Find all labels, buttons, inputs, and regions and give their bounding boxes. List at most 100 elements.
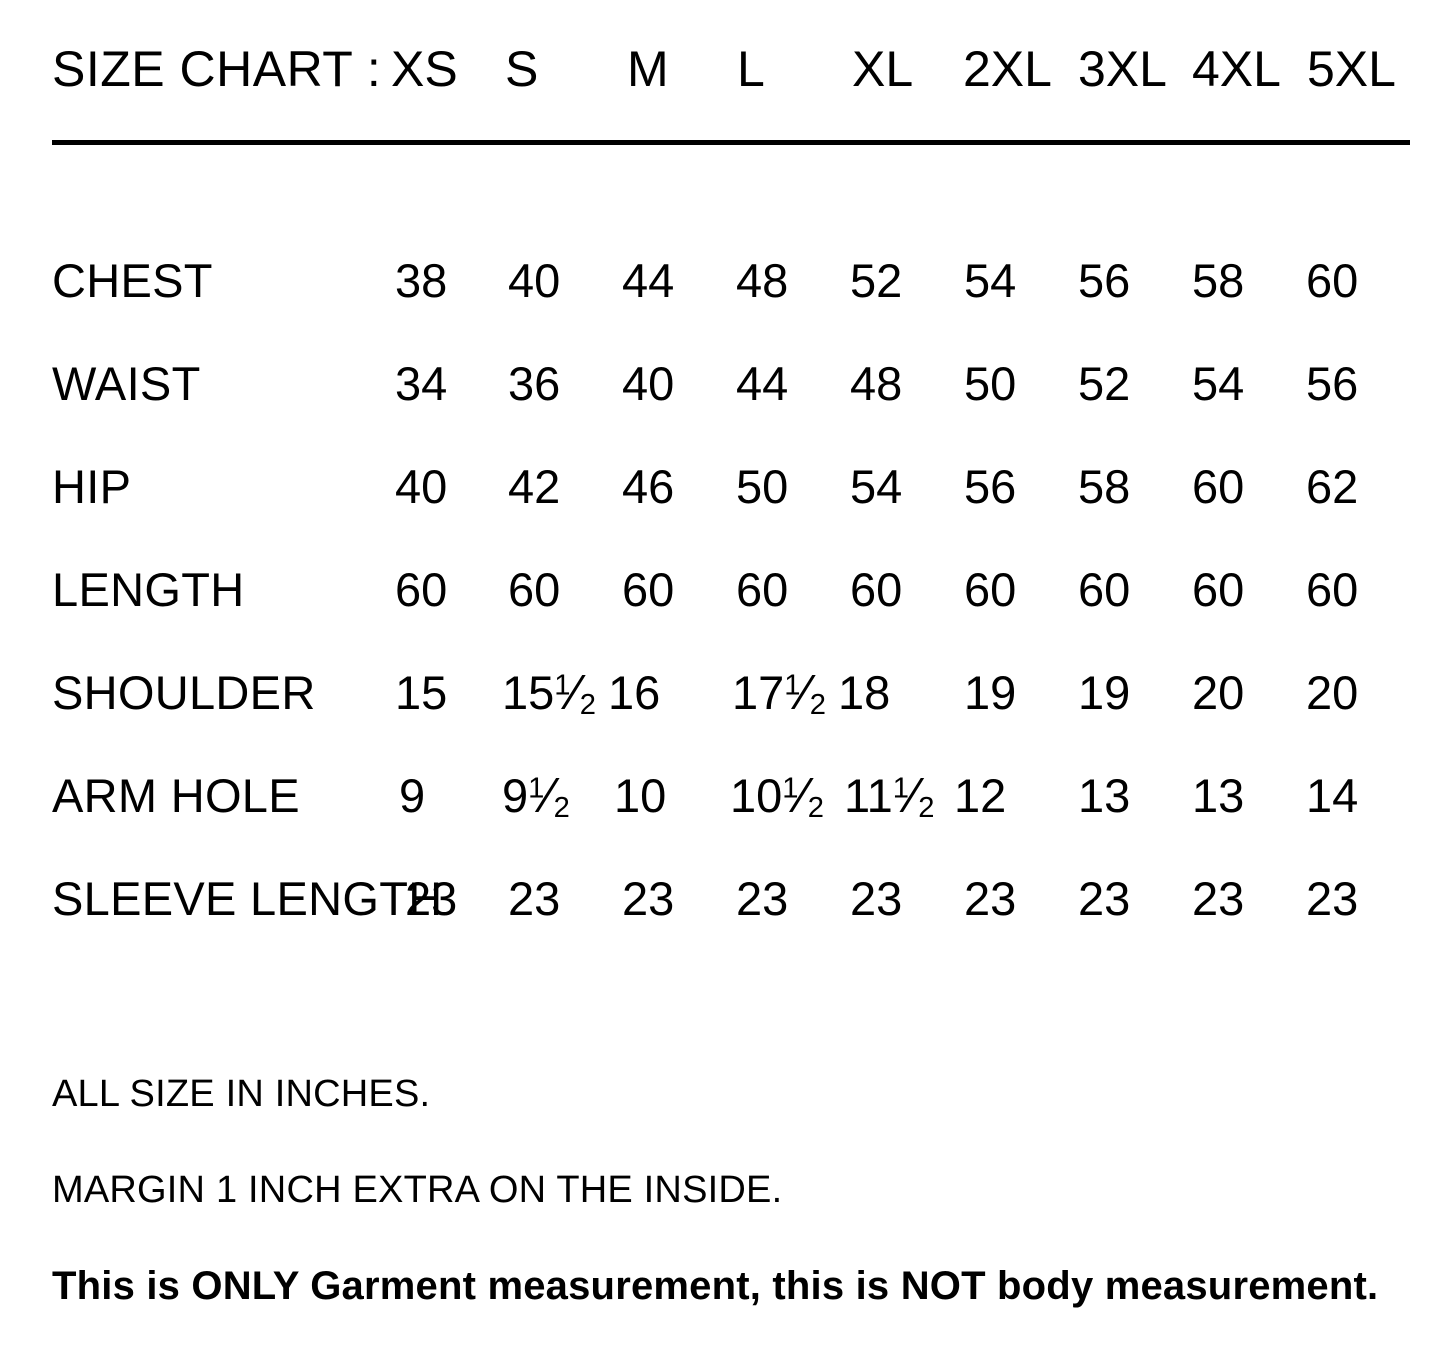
cell-waist-2xl: 50 bbox=[964, 357, 1017, 410]
cell-chest-s: 40 bbox=[508, 254, 561, 307]
fraction-numerator: 1 bbox=[782, 772, 799, 805]
size-column-header-m: M bbox=[627, 41, 669, 97]
cell-hip-3xl: 58 bbox=[1078, 460, 1131, 513]
table-row: CHEST 38 40 44 48 52 54 56 58 60 bbox=[0, 248, 1445, 351]
fraction-denominator: 2 bbox=[807, 792, 824, 825]
cell-arm-hole-xs: 9 bbox=[399, 769, 426, 822]
cell-length-m: 60 bbox=[622, 563, 675, 616]
row-label-chest: CHEST bbox=[52, 254, 213, 307]
table-row: WAIST 34 36 40 44 48 50 52 54 56 bbox=[0, 351, 1445, 454]
cell-arm-hole-5xl: 14 bbox=[1306, 769, 1359, 822]
cell-shoulder-5xl: 20 bbox=[1306, 666, 1359, 719]
cell-shoulder-xs: 15 bbox=[395, 666, 448, 719]
cell-sleeve-length-3xl: 23 bbox=[1078, 872, 1131, 925]
cell-waist-4xl: 54 bbox=[1192, 357, 1245, 410]
measurement-rows: CHEST 38 40 44 48 52 54 56 58 60 WAIST 34 36 40 44 48 50… bbox=[0, 248, 1445, 969]
fraction: 1⁄2 bbox=[782, 763, 824, 829]
cell-arm-hole-2xl: 12 bbox=[954, 769, 1007, 822]
cell-arm-hole-xl: 111⁄2 bbox=[844, 763, 934, 829]
cell-arm-hole-m: 10 bbox=[614, 769, 667, 822]
cell-chest-2xl: 54 bbox=[964, 254, 1017, 307]
cell-sleeve-length-s: 23 bbox=[508, 872, 561, 925]
cell-hip-5xl: 62 bbox=[1306, 460, 1359, 513]
fraction-numerator: 1 bbox=[554, 669, 571, 702]
cell-waist-l: 44 bbox=[736, 357, 789, 410]
cell-arm-hole-l: 101⁄2 bbox=[730, 763, 824, 829]
cell-waist-s: 36 bbox=[508, 357, 561, 410]
fraction-solidus-icon: ⁄ bbox=[909, 768, 918, 823]
cell-waist-3xl: 52 bbox=[1078, 357, 1131, 410]
cell-sleeve-length-2xl: 23 bbox=[964, 872, 1017, 925]
fraction-solidus-icon: ⁄ bbox=[800, 665, 810, 720]
size-column-header-s: S bbox=[505, 41, 539, 97]
cell-chest-xl: 52 bbox=[850, 254, 903, 307]
cell-whole-part: 11 bbox=[844, 769, 893, 822]
cell-length-3xl: 60 bbox=[1078, 563, 1131, 616]
fraction-numerator: 1 bbox=[892, 772, 909, 805]
cell-shoulder-xl: 18 bbox=[838, 666, 891, 719]
cell-sleeve-length-xs: 23 bbox=[405, 872, 458, 925]
note-disclaimer: This is ONLY Garment measurement, this i… bbox=[52, 1264, 1379, 1308]
cell-whole-part: 17 bbox=[732, 666, 785, 719]
cell-sleeve-length-xl: 23 bbox=[850, 872, 903, 925]
size-chart-header-row: SIZE CHART : XS S M L XL 2XL 3XL 4XL 5XL bbox=[0, 34, 1445, 104]
row-label-hip: HIP bbox=[52, 460, 132, 513]
cell-length-4xl: 60 bbox=[1192, 563, 1245, 616]
size-column-header-2xl: 2XL bbox=[963, 41, 1052, 97]
cell-waist-xs: 34 bbox=[395, 357, 448, 410]
cell-chest-4xl: 58 bbox=[1192, 254, 1245, 307]
fraction: 1⁄2 bbox=[893, 763, 935, 829]
cell-sleeve-length-5xl: 23 bbox=[1306, 872, 1359, 925]
fraction-denominator: 2 bbox=[553, 792, 570, 825]
cell-chest-5xl: 60 bbox=[1306, 254, 1359, 307]
page-title: SIZE CHART : bbox=[52, 41, 382, 97]
cell-length-l: 60 bbox=[736, 563, 789, 616]
note-margin: MARGIN 1 INCH EXTRA ON THE INSIDE. bbox=[52, 1169, 783, 1211]
size-column-header-3xl: 3XL bbox=[1078, 41, 1167, 97]
fraction-solidus-icon: ⁄ bbox=[798, 768, 808, 823]
size-column-header-4xl: 4XL bbox=[1192, 41, 1281, 97]
cell-hip-xl: 54 bbox=[850, 460, 903, 513]
cell-shoulder-s: 151⁄2 bbox=[502, 660, 596, 726]
cell-shoulder-2xl: 19 bbox=[964, 666, 1017, 719]
fraction: 1⁄2 bbox=[784, 660, 826, 726]
cell-hip-xs: 40 bbox=[395, 460, 448, 513]
fraction: 1⁄2 bbox=[554, 660, 596, 726]
cell-chest-l: 48 bbox=[736, 254, 789, 307]
cell-hip-s: 42 bbox=[508, 460, 561, 513]
size-column-header-5xl: 5XL bbox=[1307, 41, 1396, 97]
fraction-denominator: 2 bbox=[918, 792, 935, 825]
cell-length-xl: 60 bbox=[850, 563, 903, 616]
cell-chest-3xl: 56 bbox=[1078, 254, 1131, 307]
cell-length-2xl: 60 bbox=[964, 563, 1017, 616]
table-row: SLEEVE LENGTH 23 23 23 23 23 23 23 23 23 bbox=[0, 866, 1445, 969]
fraction: 1⁄2 bbox=[528, 763, 570, 829]
cell-whole-part: 9 bbox=[502, 769, 529, 822]
fraction-solidus-icon: ⁄ bbox=[544, 768, 554, 823]
row-label-waist: WAIST bbox=[52, 357, 201, 410]
cell-whole-part: 10 bbox=[730, 769, 783, 822]
cell-shoulder-3xl: 19 bbox=[1078, 666, 1131, 719]
header-divider bbox=[52, 140, 1410, 145]
size-column-header-xl: XL bbox=[852, 41, 914, 97]
fraction-numerator: 1 bbox=[528, 772, 545, 805]
cell-hip-l: 50 bbox=[736, 460, 789, 513]
cell-whole-part: 15 bbox=[502, 666, 555, 719]
cell-arm-hole-s: 91⁄2 bbox=[502, 763, 570, 829]
cell-sleeve-length-m: 23 bbox=[622, 872, 675, 925]
size-column-header-l: L bbox=[737, 41, 765, 97]
cell-shoulder-4xl: 20 bbox=[1192, 666, 1245, 719]
fraction-solidus-icon: ⁄ bbox=[570, 665, 580, 720]
cell-hip-2xl: 56 bbox=[964, 460, 1017, 513]
cell-length-s: 60 bbox=[508, 563, 561, 616]
cell-length-xs: 60 bbox=[395, 563, 448, 616]
row-label-arm-hole: ARM HOLE bbox=[52, 769, 300, 822]
cell-waist-xl: 48 bbox=[850, 357, 903, 410]
cell-chest-xs: 38 bbox=[395, 254, 448, 307]
row-label-shoulder: SHOULDER bbox=[52, 666, 316, 719]
cell-chest-m: 44 bbox=[622, 254, 675, 307]
cell-length-5xl: 60 bbox=[1306, 563, 1359, 616]
size-column-header-xs: XS bbox=[391, 41, 458, 97]
cell-arm-hole-3xl: 13 bbox=[1078, 769, 1131, 822]
